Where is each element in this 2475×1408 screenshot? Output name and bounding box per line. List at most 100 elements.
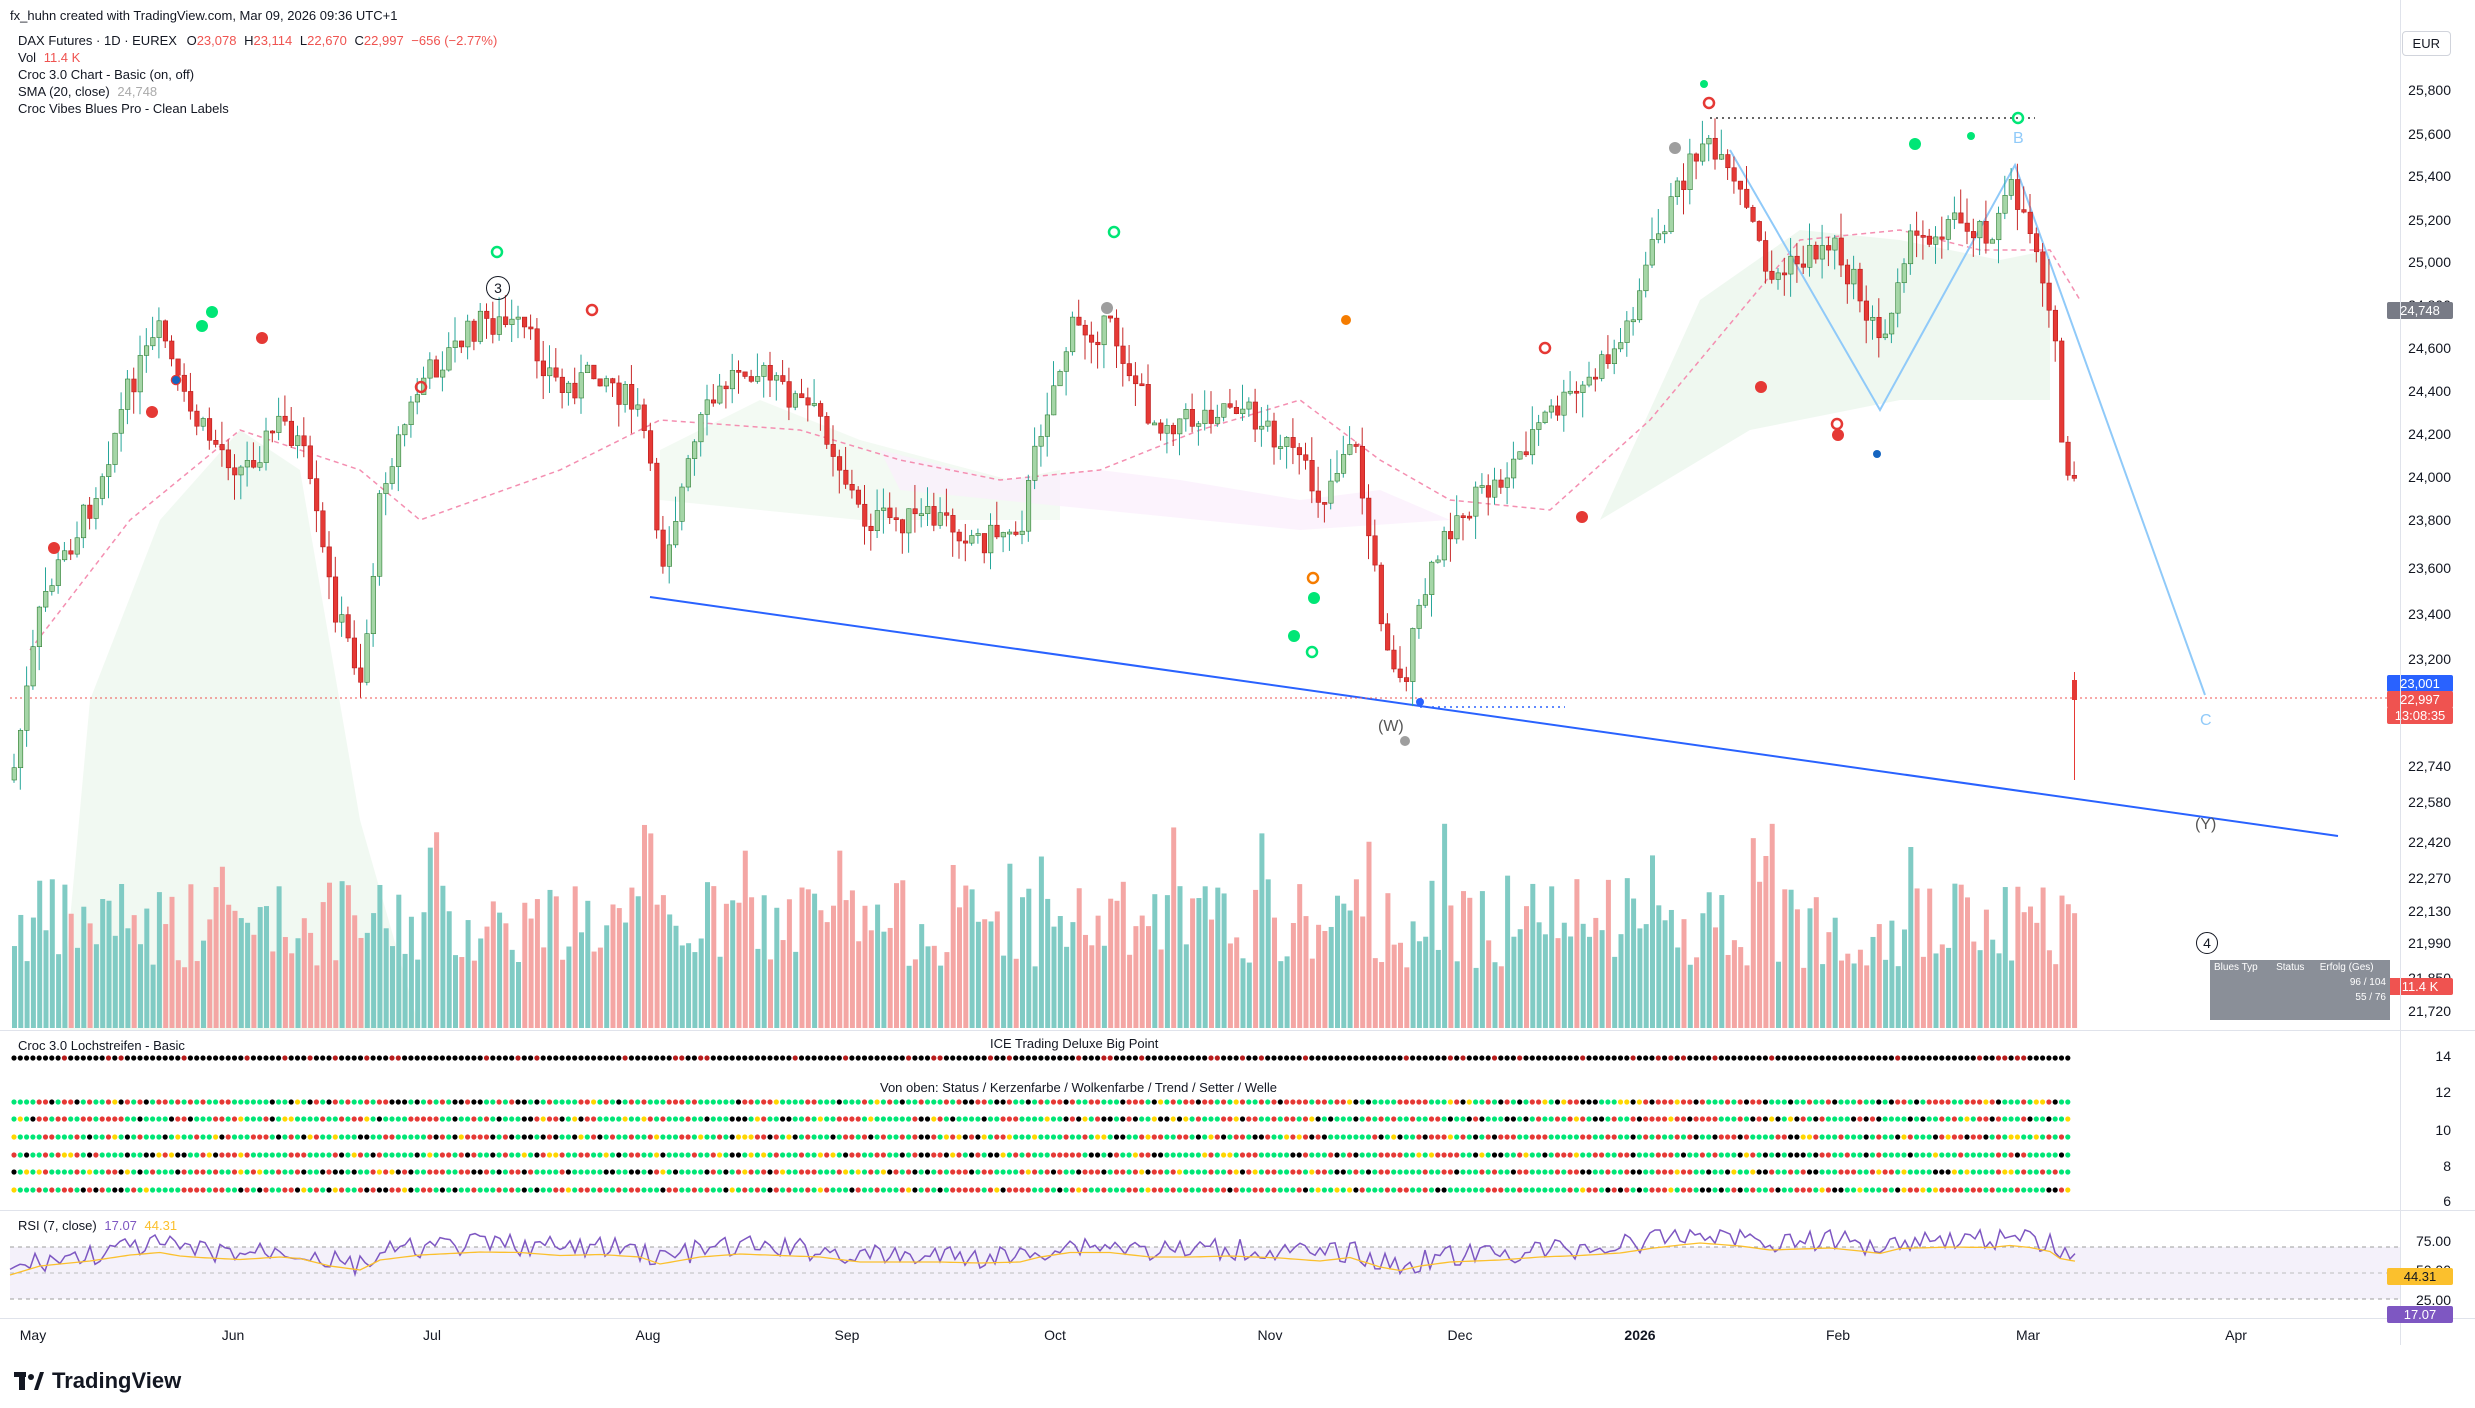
grid-dot — [1586, 1134, 1592, 1140]
grid-dot — [521, 1055, 527, 1061]
grid-dot — [1441, 1187, 1447, 1193]
currency-button[interactable]: EUR — [2401, 31, 2451, 56]
candle-body — [263, 430, 269, 463]
indicator-croc-vibes[interactable]: Croc Vibes Blues Pro - Clean Labels — [18, 101, 229, 116]
grid-dot — [710, 1099, 716, 1105]
grid-dot — [805, 1152, 811, 1158]
candle-body — [736, 370, 742, 373]
rsi-legend[interactable]: RSI (7, close) 17.07 44.31 — [18, 1218, 177, 1233]
grid-dot — [1271, 1116, 1277, 1122]
indicator-sma[interactable]: SMA (20, close) 24,748 — [18, 84, 157, 99]
pane2-title[interactable]: Croc 3.0 Lochstreifen - Basic — [18, 1038, 185, 1053]
grid-dot — [918, 1116, 924, 1122]
volume-bar — [969, 889, 975, 1028]
grid-dot — [1328, 1099, 1334, 1105]
volume-bar — [793, 951, 799, 1028]
grid-dot — [294, 1099, 301, 1105]
grid-dot — [1573, 1116, 1579, 1122]
grid-dot — [1977, 1134, 1983, 1140]
grid-dot — [685, 1134, 691, 1140]
grid-dot — [1750, 1116, 1756, 1122]
grid-dot — [1876, 1152, 1882, 1158]
grid-dot — [471, 1134, 477, 1140]
grid-dot — [36, 1187, 42, 1193]
volume-bar — [1687, 964, 1693, 1028]
grid-dot — [80, 1116, 86, 1122]
grid-dot — [187, 1055, 193, 1061]
grid-dot — [1403, 1099, 1409, 1105]
grid-dot — [2027, 1116, 2033, 1122]
grid-dot — [1989, 1099, 1995, 1105]
pane-separator[interactable] — [0, 1210, 2475, 1211]
grid-dot — [1113, 1187, 1120, 1193]
grid-dot — [175, 1187, 181, 1193]
grid-dot — [761, 1116, 767, 1122]
grid-dot — [313, 1152, 319, 1158]
grid-dot — [1788, 1169, 1794, 1175]
grid-dot — [924, 1116, 931, 1122]
tradingview-logo[interactable]: TradingView — [14, 1368, 181, 1394]
grid-dot — [1088, 1055, 1094, 1061]
grid-dot — [609, 1134, 616, 1140]
grid-dot — [685, 1169, 691, 1175]
volume-legend[interactable]: Vol 11.4 K — [18, 50, 80, 65]
grid-dot — [427, 1187, 433, 1193]
grid-dot — [1139, 1099, 1145, 1105]
grid-dot — [1006, 1116, 1013, 1122]
grid-dot — [194, 1099, 200, 1105]
grid-dot — [427, 1134, 433, 1140]
volume-bar — [509, 949, 515, 1028]
grid-dot — [2027, 1134, 2033, 1140]
grid-dot — [402, 1152, 408, 1158]
grid-dot — [578, 1134, 584, 1140]
volume-bar — [1032, 966, 1038, 1028]
grid-dot — [1977, 1055, 1983, 1061]
grid-dot — [1334, 1055, 1340, 1061]
grid-dot — [622, 1169, 628, 1175]
grid-dot — [1788, 1099, 1794, 1105]
grid-dot — [767, 1187, 773, 1193]
candle-body — [1422, 594, 1428, 606]
grid-dot — [887, 1169, 893, 1175]
grid-dot — [370, 1055, 376, 1061]
grid-dot — [1668, 1169, 1674, 1175]
grid-dot — [383, 1099, 389, 1105]
grid-dot — [1655, 1134, 1661, 1140]
grid-dot — [559, 1134, 565, 1140]
grid-dot — [1233, 1169, 1239, 1175]
grid-dot — [1932, 1134, 1939, 1140]
grid-dot — [1775, 1152, 1781, 1158]
grid-dot — [956, 1152, 962, 1158]
grid-dot — [1762, 1169, 1768, 1175]
grid-dot — [1529, 1152, 1535, 1158]
grid-dot — [1176, 1134, 1183, 1140]
pane-separator[interactable] — [0, 1318, 2475, 1319]
grid-dot — [1788, 1055, 1794, 1061]
grid-dot — [987, 1116, 994, 1122]
grid-dot — [1517, 1187, 1523, 1193]
grid-dot — [1687, 1055, 1693, 1061]
grid-dot — [1907, 1152, 1913, 1158]
pane-separator[interactable] — [0, 1030, 2475, 1031]
pane2-subtitle: Von oben: Status / Kerzenfarbe / Wolkenf… — [880, 1080, 1277, 1095]
volume-bar — [1064, 946, 1070, 1028]
symbol-legend[interactable]: DAX Futures · 1D · EUREX O23,078 H23,114… — [18, 33, 498, 48]
volume-bar — [194, 961, 200, 1028]
grid-dot — [937, 1134, 943, 1140]
candle-body — [440, 369, 446, 378]
grid-dot — [118, 1152, 124, 1158]
grid-dot — [805, 1055, 811, 1061]
grid-dot — [282, 1055, 288, 1061]
grid-dot — [137, 1055, 143, 1061]
grid-dot — [446, 1099, 452, 1105]
grid-dot — [1365, 1134, 1372, 1140]
indicator-croc-chart[interactable]: Croc 3.0 Chart - Basic (on, off) — [18, 67, 195, 82]
grid-dot — [1006, 1169, 1013, 1175]
grid-dot — [1643, 1152, 1649, 1158]
price-axis-label: 21,990 — [2408, 935, 2451, 951]
grid-dot — [1252, 1187, 1258, 1193]
grid-dot — [698, 1099, 704, 1105]
grid-dot — [1183, 1187, 1189, 1193]
grid-dot — [609, 1187, 616, 1193]
